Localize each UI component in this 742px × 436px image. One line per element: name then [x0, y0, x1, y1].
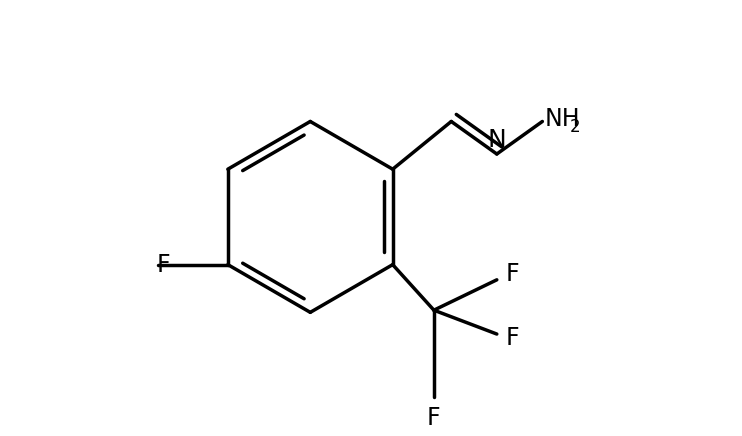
Text: F: F [505, 327, 519, 351]
Text: NH: NH [545, 107, 580, 131]
Text: F: F [505, 262, 519, 286]
Text: F: F [427, 405, 441, 429]
Text: N: N [487, 128, 506, 152]
Text: F: F [157, 252, 170, 276]
Text: 2: 2 [569, 118, 580, 136]
